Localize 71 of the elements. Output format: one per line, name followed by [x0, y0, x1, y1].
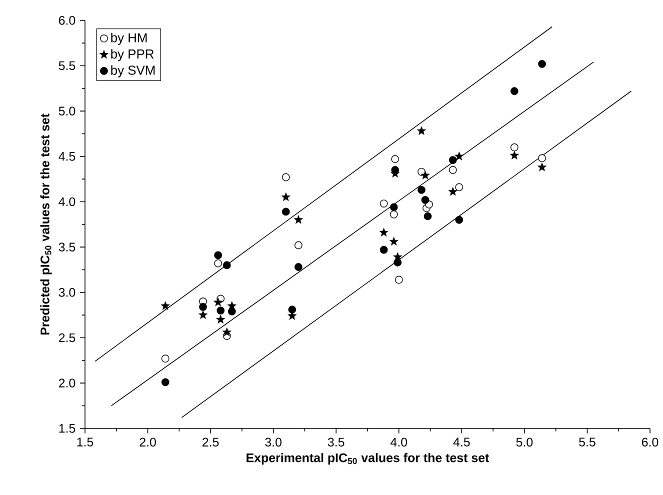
point [199, 302, 207, 311]
point [281, 192, 290, 202]
y-axis-title: Predicted pIC$_{50}$ values for the test set [40, 114, 52, 335]
point [161, 378, 170, 386]
y-tick-label: 3.0 [58, 288, 76, 297]
x-tick-label: 2.0 [140, 438, 156, 447]
point [455, 183, 464, 192]
y-tick-label: 3.5 [58, 242, 76, 252]
point [538, 60, 546, 68]
point [380, 246, 388, 254]
point [288, 306, 296, 314]
legend-label: by HM [111, 32, 147, 45]
point [160, 301, 170, 310]
point [294, 263, 302, 271]
point [214, 298, 223, 306]
point [282, 173, 290, 182]
point [418, 186, 426, 194]
y-tick-label: 4.5 [58, 152, 76, 161]
point [394, 276, 403, 284]
y-tick-label: 5.0 [58, 106, 76, 116]
x-tick-label: 2.5 [202, 438, 219, 447]
x-tick-label: 4.5 [453, 438, 470, 446]
point [214, 259, 222, 268]
point [421, 196, 430, 204]
x-tick-label: 4.0 [390, 438, 408, 447]
point [538, 162, 547, 172]
x-tick-label: 6.0 [642, 438, 658, 447]
point [390, 210, 398, 218]
point [222, 328, 232, 336]
point [391, 155, 400, 164]
point [228, 307, 236, 316]
point [389, 236, 398, 246]
point [380, 200, 388, 208]
point [394, 258, 402, 266]
point [379, 228, 388, 236]
y-tick-label: 2.5 [58, 333, 76, 342]
point [454, 152, 464, 160]
point [216, 314, 226, 324]
point [198, 310, 208, 319]
x-tick-label: 5.0 [516, 438, 533, 447]
point [294, 215, 303, 224]
point [538, 154, 546, 162]
point [420, 170, 430, 180]
legend-label: by PPR [111, 49, 154, 62]
point [416, 126, 426, 135]
point [424, 212, 432, 220]
legend-label: by SVM [111, 65, 155, 78]
point [214, 251, 222, 260]
point [216, 306, 225, 314]
y-tick-label: 1.5 [59, 424, 76, 433]
y-tick-label: 4.0 [58, 197, 76, 206]
point [448, 156, 457, 164]
point [222, 261, 231, 270]
point [161, 354, 170, 363]
point [448, 166, 457, 174]
y-tick-label: 2.0 [58, 378, 76, 388]
x-tick-label: 3.5 [328, 438, 344, 447]
x-tick-label: 1.5 [77, 438, 94, 446]
x-tick-label: 5.5 [579, 438, 596, 446]
point [282, 208, 290, 216]
point [294, 241, 302, 250]
x-axis-title: Experimental pIC$_{50}$ values for the test set [246, 453, 490, 465]
point [510, 87, 518, 96]
point [510, 150, 519, 160]
x-tick-label: 3.0 [265, 438, 282, 447]
point [448, 187, 458, 196]
y-tick-label: 6.0 [58, 16, 76, 25]
point [455, 216, 464, 224]
point [390, 203, 398, 212]
point [510, 143, 518, 152]
y-tick-label: 5.5 [58, 61, 76, 70]
